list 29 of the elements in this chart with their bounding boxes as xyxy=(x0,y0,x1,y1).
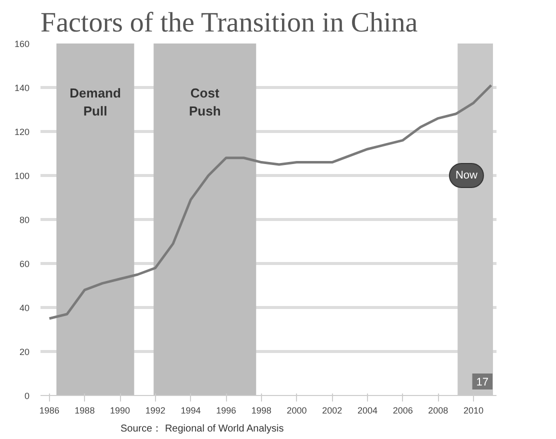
x-tick-label: 1996 xyxy=(216,406,236,416)
source-note: Source： Regional of World Analysis xyxy=(120,424,284,434)
y-tick-label: 140 xyxy=(14,83,30,93)
x-tick-label: 1986 xyxy=(39,406,60,416)
y-tick-label: 0 xyxy=(24,391,30,401)
annotation: Now xyxy=(455,170,478,182)
y-tick-label: 120 xyxy=(14,127,30,137)
x-tick-label: 1992 xyxy=(145,406,166,416)
x-tick-label: 1988 xyxy=(74,406,95,416)
y-tick-label: 40 xyxy=(19,303,30,313)
y-tick-label: 20 xyxy=(19,347,30,357)
line-series xyxy=(48,84,492,320)
x-tick-label: 2000 xyxy=(286,406,307,416)
x-tick-label: 2002 xyxy=(322,406,342,416)
x-tick-label: 2004 xyxy=(357,406,378,416)
y-tick-label: 80 xyxy=(19,215,30,225)
band-label: Demand Pull xyxy=(70,86,121,119)
chart-title: Factors of the Transition in China xyxy=(40,8,418,38)
annotation: 17 xyxy=(476,376,489,388)
band-label: Cost Push xyxy=(188,86,221,119)
y-tick-label: 100 xyxy=(14,171,30,181)
x-tick-label: 2008 xyxy=(428,406,448,416)
x-tick-label: 1994 xyxy=(180,406,201,416)
y-tick-label: 60 xyxy=(19,259,30,269)
x-tick-label: 2006 xyxy=(392,406,413,416)
x-tick-label: 1990 xyxy=(110,406,130,416)
x-tick-label: 1998 xyxy=(251,406,272,416)
x-tick-label: 2010 xyxy=(464,406,484,416)
y-tick-label: 160 xyxy=(14,39,30,49)
